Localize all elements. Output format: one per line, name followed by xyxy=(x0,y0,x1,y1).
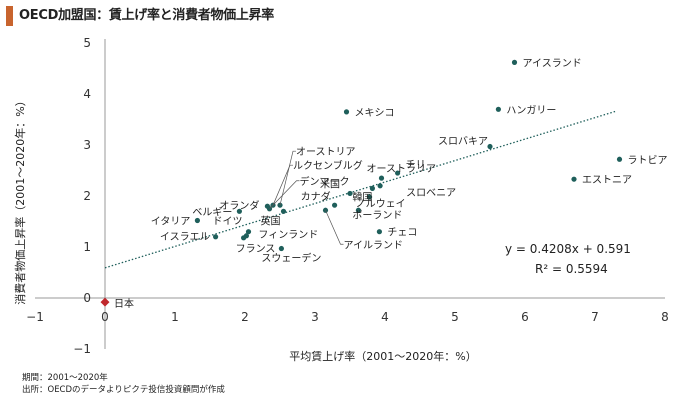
y-axis-title: 消費者物価上昇率（2001～2020年：%） xyxy=(13,95,27,304)
leader-アイルランド xyxy=(325,210,344,245)
title-accent-bar xyxy=(6,6,13,26)
point-韓国 xyxy=(369,185,375,191)
y-tick-label: 5 xyxy=(83,36,91,50)
x-tick-label: 3 xyxy=(311,310,319,324)
point-オーストラリア xyxy=(378,175,385,181)
y-tick-label: 1 xyxy=(83,240,91,254)
point-フランス xyxy=(241,235,247,241)
label-エストニア: エストニア xyxy=(582,175,632,186)
label-米国: 米国 xyxy=(320,177,340,190)
label-ベルギー: ベルギー xyxy=(192,206,232,218)
x-tick-label: −1 xyxy=(26,310,44,324)
label-メキシコ: メキシコ xyxy=(355,108,395,119)
note-source: 出所：OECDのデータよりピクテ投信投資顧問が作成 xyxy=(22,385,225,395)
label-オーストラリア: オーストラリア xyxy=(367,163,437,175)
label-カナダ: カナダ xyxy=(301,190,331,203)
label-ノルウェイ: ノルウェイ xyxy=(356,198,406,210)
label-韓国: 韓国 xyxy=(352,191,372,203)
point-イタリア xyxy=(194,217,200,224)
point-ハンガリー xyxy=(495,106,501,112)
label-イスラエル: イスラエル xyxy=(160,231,210,243)
point-米国 xyxy=(347,190,353,197)
x-axis-title: 平均賃上げ率（2001～2020年：%） xyxy=(289,349,476,363)
point-ノルウェイ xyxy=(367,194,373,200)
x-tick-label: 0 xyxy=(101,310,109,324)
axes: −1 0 1 2 3 4 5 6 7 8 −1 0 1 2 3 4 5 xyxy=(26,36,669,356)
note-period: 期間：2001～2020年 xyxy=(22,373,108,383)
leader-デンマーク xyxy=(269,180,300,209)
y-tick-label: 2 xyxy=(83,189,91,203)
point-ラトビア xyxy=(616,156,623,162)
footnotes: 期間：2001～2020年 出所：OECDのデータよりピクテ投信投資顧問が作成 xyxy=(22,372,225,396)
label-日本: 日本 xyxy=(114,297,134,310)
label-アイスランド: アイスランド xyxy=(523,57,582,69)
label-スロバキア: スロバキア xyxy=(438,136,488,148)
label-フランス: フランス xyxy=(236,243,276,255)
label-アイルランド: アイルランド xyxy=(344,239,404,251)
label-スロベニア: スロベニア xyxy=(406,187,456,199)
x-tick-label: 2 xyxy=(241,310,249,324)
points-layer xyxy=(100,59,623,307)
point-オランダ xyxy=(264,203,270,209)
point-ベルギー xyxy=(236,208,242,214)
regression-equation: y = 0.4208x + 0.591 xyxy=(505,242,631,256)
label-ハンガリー: ハンガリー xyxy=(506,104,556,116)
point-アイスランド xyxy=(511,59,518,65)
point-エストニア xyxy=(571,176,577,182)
point-スロベニア xyxy=(377,183,383,189)
label-スウェーデン: スウェーデン xyxy=(261,252,321,265)
point-スロバキア xyxy=(487,143,493,150)
point-メキシコ xyxy=(343,109,350,115)
x-tick-label: 4 xyxy=(381,310,389,324)
y-tick-label: −1 xyxy=(73,342,91,356)
label-オーストリア: オーストリア xyxy=(296,146,356,158)
label-英国: 英国 xyxy=(261,214,281,227)
point-チリ xyxy=(395,170,401,176)
point-カナダ xyxy=(332,202,338,208)
label-チェコ: チェコ xyxy=(387,227,417,239)
point-スウェーデン xyxy=(278,245,284,252)
point-英国 xyxy=(280,208,287,214)
r-squared: R² = 0.5594 xyxy=(535,262,608,276)
label-イタリア: イタリア xyxy=(151,215,191,227)
leader-ルクセンブルグ xyxy=(272,164,293,206)
trendline xyxy=(104,110,617,269)
point-日本 xyxy=(100,297,110,307)
label-ルクセンブルグ: ルクセンブルグ xyxy=(293,159,363,172)
label-フィンランド: フィンランド xyxy=(258,229,318,241)
y-tick-label: 3 xyxy=(83,138,91,152)
point-ドイツ xyxy=(245,229,252,235)
label-オランダ: オランダ xyxy=(219,199,259,212)
y-tick-label: 0 xyxy=(83,291,91,305)
trendline-layer xyxy=(104,110,617,269)
point-チェコ xyxy=(376,229,382,235)
label-ラトビア: ラトビア xyxy=(628,154,668,166)
label-チリ: チリ xyxy=(406,159,426,171)
leader-オーストリア xyxy=(279,150,296,206)
point-ポーランド xyxy=(355,207,361,213)
point-イスラエル xyxy=(213,234,219,240)
x-tick-label: 6 xyxy=(521,310,529,324)
y-tick-label: 4 xyxy=(83,87,91,101)
label-ポーランド: ポーランド xyxy=(352,209,402,221)
x-tick-label: 8 xyxy=(661,310,669,324)
x-tick-label: 7 xyxy=(591,310,599,324)
x-tick-label: 5 xyxy=(451,310,459,324)
label-ドイツ: ドイツ xyxy=(213,217,243,228)
chart-title: OECD加盟国：賃上げ率と消費者物価上昇率 xyxy=(19,8,274,23)
label-デンマーク: デンマーク xyxy=(300,175,350,188)
x-tick-label: 1 xyxy=(171,310,179,324)
